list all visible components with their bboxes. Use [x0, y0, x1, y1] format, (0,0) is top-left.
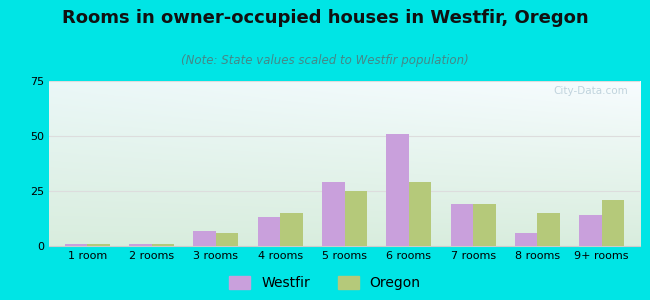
Text: (Note: State values scaled to Westfir population): (Note: State values scaled to Westfir po… — [181, 54, 469, 67]
Bar — [602, 200, 624, 246]
Bar — [409, 182, 432, 246]
Bar — [515, 233, 538, 246]
Bar — [129, 244, 151, 246]
Bar — [450, 204, 473, 246]
Bar — [280, 213, 303, 246]
Bar — [538, 213, 560, 246]
Bar — [344, 191, 367, 246]
Bar — [151, 244, 174, 246]
Bar — [65, 244, 87, 246]
Bar — [194, 231, 216, 246]
Bar — [322, 182, 344, 246]
Legend: Westfir, Oregon: Westfir, Oregon — [229, 276, 421, 290]
Bar — [216, 233, 239, 246]
Text: City-Data.com: City-Data.com — [554, 86, 629, 96]
Bar — [257, 218, 280, 246]
Bar — [473, 204, 495, 246]
Text: Rooms in owner-occupied houses in Westfir, Oregon: Rooms in owner-occupied houses in Westfi… — [62, 9, 588, 27]
Bar — [87, 244, 110, 246]
Bar — [579, 215, 602, 246]
Bar — [386, 134, 409, 246]
